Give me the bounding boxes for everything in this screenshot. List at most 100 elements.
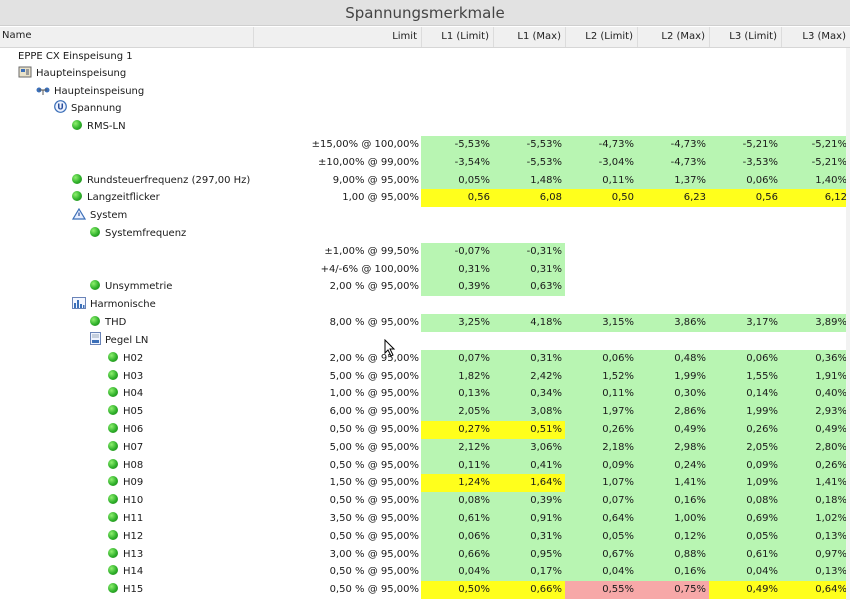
tree-label-haupteinspeisung-1: Haupteinspeisung [36,68,127,79]
value-cell-l2-limit: 0,64% [565,510,637,528]
value-cell-l1-max: 0,31% [493,528,565,546]
tree-row-rms-ln[interactable]: RMS-LN [0,118,850,136]
value-cell-l3-limit: 1,99% [709,403,781,421]
value-cell-l1-limit: -3,54% [421,154,493,172]
column-name[interactable]: Name [2,30,32,41]
value-cell-l3-max: 2,93% [781,403,850,421]
tree-row-h07[interactable]: H07 5,00 % @ 95,00% 2,12% 3,06% 2,18% 2,98% 2,… [0,439,850,457]
value-row-systemfrequenz-a[interactable]: ±1,00% @ 99,50% -0,07% -0,31% [0,243,850,261]
tree-row-haupteinspeisung-2[interactable]: Haupteinspeisung [0,83,850,101]
value-cell-l3-max: 1,41% [781,474,850,492]
tree-row-spannung[interactable]: U Spannung [0,100,850,118]
tree-label-harmonic: H03 [123,371,144,382]
column-limit[interactable]: Limit [253,27,421,47]
value-cell-l2-max: 2,86% [637,403,709,421]
value-cell-l1-max: 6,08 [493,189,565,207]
value-cell-l3-limit: 0,06% [709,172,781,190]
tree-row-pegel-ln[interactable]: Pegel LN [0,332,850,350]
tree-row-h03[interactable]: H03 5,00 % @ 95,00% 1,82% 2,42% 1,52% 1,99% 1,… [0,368,850,386]
tree-row-haupteinspeisung-1[interactable]: Haupteinspeisung [0,65,850,83]
value-cell-l3-limit: 0,56 [709,189,781,207]
value-cell-l1-max: -5,53% [493,154,565,172]
status-ok-icon [108,512,118,522]
tree-row-h04[interactable]: H04 1,00 % @ 95,00% 0,13% 0,34% 0,11% 0,30% 0,… [0,385,850,403]
window-title: Spannungsmerkmale [0,0,850,26]
value-cell-l1-max: 0,34% [493,385,565,403]
value-cell-l1-limit: 0,50% [421,581,493,599]
value-cell-l1-limit: 1,24% [421,474,493,492]
column-l2-limit[interactable]: L2 (Limit) [565,27,637,47]
column-l3-max[interactable]: L3 (Max) [781,27,850,47]
tree-row-system[interactable]: System [0,207,850,225]
tree-row-h11[interactable]: H11 3,50 % @ 95,00% 0,61% 0,91% 0,64% 1,00% 0,… [0,510,850,528]
value-cell-l3-max: 0,97% [781,546,850,564]
tree-row-h12[interactable]: H12 0,50 % @ 95,00% 0,06% 0,31% 0,05% 0,12% 0,… [0,528,850,546]
limit-value: 1,50 % @ 95,00% [329,477,419,488]
value-cell-l1-max: 0,91% [493,510,565,528]
tree-row-h02[interactable]: H02 2,00 % @ 95,00% 0,07% 0,31% 0,06% 0,48% 0,… [0,350,850,368]
value-cell-l3-max: 1,91% [781,368,850,386]
status-ok-icon [108,387,118,397]
limit-value: 1,00 % @ 95,00% [329,388,419,399]
column-l1-limit[interactable]: L1 (Limit) [421,27,493,47]
value-cell-l3-limit: 2,05% [709,439,781,457]
value-cell-l2-limit: 0,04% [565,563,637,581]
value-cell-l2-limit: 0,67% [565,546,637,564]
value-cell-l3-max: 0,13% [781,528,850,546]
limit-value: ±1,00% @ 99,50% [324,246,419,257]
value-cell-l2-limit: 0,11% [565,385,637,403]
tree-label-harmonic: H05 [123,406,144,417]
value-cell-l1-limit: 0,66% [421,546,493,564]
value-row-rms-a[interactable]: ±15,00% @ 100,00% -5,53% -5,53% -4,73% -4,7… [0,136,850,154]
meter-connection-icon [36,87,50,95]
value-cell-l1-max: -5,53% [493,136,565,154]
value-cell-l3-max: 0,13% [781,563,850,581]
value-cell-l2-max: 0,48% [637,350,709,368]
value-cell-l3-max: 0,64% [781,581,850,599]
value-cell-l3-limit: 0,26% [709,421,781,439]
value-cell-l2-max: 1,00% [637,510,709,528]
value-row-rms-b[interactable]: ±10,00% @ 99,00% -3,54% -5,53% -3,04% -4,73… [0,154,850,172]
value-cell-l1-max: 0,66% [493,581,565,599]
value-cell-l3-max: 0,26% [781,457,850,475]
vertical-scrollbar[interactable] [846,48,850,600]
tree-row-h06[interactable]: H06 0,50 % @ 95,00% 0,27% 0,51% 0,26% 0,49% 0,… [0,421,850,439]
tree-row-h15[interactable]: H15 0,50 % @ 95,00% 0,50% 0,66% 0,55% 0,75% 0,… [0,581,850,599]
tree-row-systemfrequenz[interactable]: Systemfrequenz [0,225,850,243]
tree-row-harmonische[interactable]: Harmonische [0,296,850,314]
tree-row-h10[interactable]: H10 0,50 % @ 95,00% 0,08% 0,39% 0,07% 0,16% 0,… [0,492,850,510]
limit-value: ±15,00% @ 100,00% [311,139,419,150]
value-row-systemfrequenz-b[interactable]: +4/-6% @ 100,00% 0,31% 0,31% [0,261,850,279]
tree-row-langzeitflicker[interactable]: Langzeitflicker 1,00 @ 95,00% 0,56 6,08 0,… [0,189,850,207]
tree-row-h13[interactable]: H13 3,00 % @ 95,00% 0,66% 0,95% 0,67% 0,88% 0,… [0,546,850,564]
tree-row-h08[interactable]: H08 0,50 % @ 95,00% 0,11% 0,41% 0,09% 0,24% 0,… [0,457,850,475]
tree-row-root[interactable]: EPPE CX Einspeisung 1 [0,48,850,66]
value-cell-l2-max: 0,75% [637,581,709,599]
column-l3-limit[interactable]: L3 (Limit) [709,27,781,47]
tree-label-langzeitflicker: Langzeitflicker [87,192,160,203]
tree-row-thd[interactable]: THD 8,00 % @ 95,00% 3,25% 4,18% 3,15% 3,86%… [0,314,850,332]
limit-value: 6,00 % @ 95,00% [329,406,419,417]
tree-row-h14[interactable]: H14 0,50 % @ 95,00% 0,04% 0,17% 0,04% 0,16% 0,… [0,563,850,581]
value-cell-l2-limit: 1,07% [565,474,637,492]
value-cell-l2-max: 1,99% [637,368,709,386]
tree-row-h09[interactable]: H09 1,50 % @ 95,00% 1,24% 1,64% 1,07% 1,41% 1,… [0,474,850,492]
tree-row-rundsteuerfrequenz[interactable]: Rundsteuerfrequenz (297,00 Hz) 9,00% @ 9… [0,172,850,190]
column-l2-max[interactable]: L2 (Max) [637,27,709,47]
value-cell-l1-max: 4,18% [493,314,565,332]
column-l1-max[interactable]: L1 (Max) [493,27,565,47]
tree-row-h05[interactable]: H05 6,00 % @ 95,00% 2,05% 3,08% 1,97% 2,86% 1,… [0,403,850,421]
value-cell-l3-limit: -5,21% [709,136,781,154]
value-cell-l3-max: -5,21% [781,154,850,172]
status-ok-icon [108,583,118,593]
value-cell-l3-limit: 0,69% [709,510,781,528]
tree-label-harmonic: H08 [123,460,144,471]
limit-value: 0,50 % @ 95,00% [329,584,419,595]
tree-label-rundsteuerfrequenz: Rundsteuerfrequenz (297,00 Hz) [87,175,251,186]
tree-row-unsymmetrie[interactable]: Unsymmetrie 2,00 % @ 95,00% 0,39% 0,63% [0,278,850,296]
value-cell-l1-limit: -0,07% [421,243,493,261]
status-ok-icon [90,316,100,326]
value-cell-l3-limit: 0,08% [709,492,781,510]
value-cell-l1-limit: -5,53% [421,136,493,154]
tree-label-harmonic: H12 [123,531,144,542]
